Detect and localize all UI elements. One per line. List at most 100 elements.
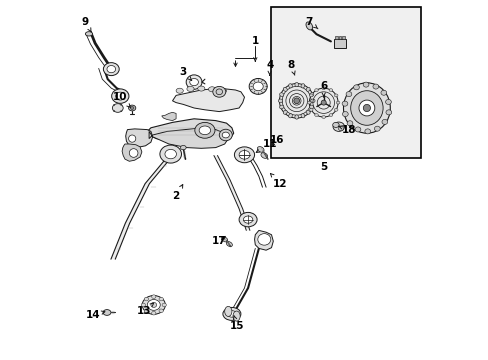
Ellipse shape <box>328 114 332 117</box>
Ellipse shape <box>342 112 347 117</box>
Polygon shape <box>149 128 228 148</box>
Text: 13: 13 <box>136 303 153 316</box>
Ellipse shape <box>278 99 282 103</box>
Ellipse shape <box>338 126 343 131</box>
Ellipse shape <box>176 88 183 93</box>
Ellipse shape <box>309 93 313 96</box>
Ellipse shape <box>314 89 318 91</box>
Ellipse shape <box>342 101 347 106</box>
Text: 9: 9 <box>81 17 91 32</box>
Ellipse shape <box>159 309 163 312</box>
Ellipse shape <box>223 307 241 320</box>
Ellipse shape <box>186 86 194 91</box>
Bar <box>335 36 337 39</box>
Ellipse shape <box>288 114 292 118</box>
Ellipse shape <box>144 309 148 312</box>
Text: 14: 14 <box>86 310 104 320</box>
Ellipse shape <box>226 242 232 247</box>
Ellipse shape <box>309 105 313 109</box>
Ellipse shape <box>321 87 325 90</box>
Ellipse shape <box>103 310 111 315</box>
Ellipse shape <box>186 75 202 89</box>
Ellipse shape <box>199 126 210 135</box>
Ellipse shape <box>257 234 270 245</box>
Text: 5: 5 <box>320 162 326 172</box>
Text: 12: 12 <box>270 174 287 189</box>
Ellipse shape <box>334 94 337 97</box>
Ellipse shape <box>216 89 222 95</box>
Ellipse shape <box>309 108 312 111</box>
Ellipse shape <box>279 84 313 118</box>
Ellipse shape <box>249 78 266 94</box>
Ellipse shape <box>194 122 215 138</box>
Ellipse shape <box>309 88 337 117</box>
Ellipse shape <box>310 99 314 103</box>
Polygon shape <box>125 129 152 148</box>
Text: 7: 7 <box>305 17 317 29</box>
Ellipse shape <box>334 108 337 111</box>
Ellipse shape <box>350 91 382 125</box>
Ellipse shape <box>128 135 136 142</box>
Ellipse shape <box>208 87 215 92</box>
Ellipse shape <box>142 296 165 314</box>
Ellipse shape <box>151 302 156 307</box>
Ellipse shape <box>328 89 332 91</box>
Ellipse shape <box>380 90 386 95</box>
Ellipse shape <box>219 129 232 141</box>
Bar <box>342 36 344 39</box>
Ellipse shape <box>221 237 227 242</box>
Ellipse shape <box>129 149 138 157</box>
Text: 4: 4 <box>265 60 273 75</box>
Polygon shape <box>213 156 249 230</box>
Ellipse shape <box>219 88 226 93</box>
Ellipse shape <box>151 311 156 315</box>
Ellipse shape <box>294 115 298 119</box>
Polygon shape <box>147 119 233 144</box>
Ellipse shape <box>227 311 236 317</box>
Ellipse shape <box>358 100 374 116</box>
Ellipse shape <box>279 105 283 109</box>
Ellipse shape <box>372 84 378 89</box>
Text: 6: 6 <box>320 81 326 97</box>
Ellipse shape <box>180 145 186 150</box>
Text: 3: 3 <box>179 67 191 80</box>
Ellipse shape <box>363 104 370 112</box>
Ellipse shape <box>363 82 368 87</box>
Polygon shape <box>122 144 142 161</box>
Ellipse shape <box>151 295 156 298</box>
Ellipse shape <box>160 145 181 163</box>
Ellipse shape <box>346 91 351 96</box>
Ellipse shape <box>309 94 312 97</box>
Ellipse shape <box>159 297 163 301</box>
Ellipse shape <box>85 32 92 36</box>
Ellipse shape <box>103 63 119 76</box>
Ellipse shape <box>293 98 299 104</box>
Ellipse shape <box>321 100 325 105</box>
Ellipse shape <box>343 83 389 133</box>
Ellipse shape <box>261 153 267 158</box>
Ellipse shape <box>301 114 304 118</box>
Ellipse shape <box>234 147 254 163</box>
Ellipse shape <box>147 300 160 310</box>
Ellipse shape <box>279 93 283 96</box>
Ellipse shape <box>141 303 145 307</box>
Ellipse shape <box>381 120 387 125</box>
Ellipse shape <box>112 104 123 112</box>
Ellipse shape <box>189 78 198 86</box>
Ellipse shape <box>307 101 310 104</box>
Ellipse shape <box>257 147 264 152</box>
Ellipse shape <box>374 126 380 131</box>
Ellipse shape <box>224 306 231 316</box>
Ellipse shape <box>283 87 286 91</box>
Text: 10: 10 <box>113 92 130 107</box>
Bar <box>338 36 341 39</box>
Ellipse shape <box>321 116 325 118</box>
Ellipse shape <box>115 92 125 100</box>
Text: 18: 18 <box>338 125 355 135</box>
Text: 8: 8 <box>287 60 294 75</box>
Ellipse shape <box>239 212 257 227</box>
Ellipse shape <box>164 149 176 159</box>
Ellipse shape <box>385 110 391 115</box>
Ellipse shape <box>197 86 204 91</box>
Ellipse shape <box>385 99 390 104</box>
